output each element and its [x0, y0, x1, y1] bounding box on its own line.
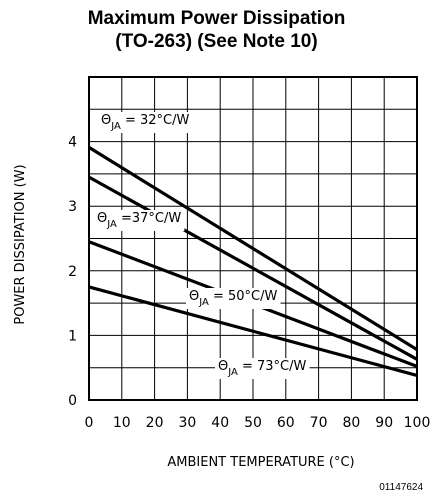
series-label-background — [186, 288, 281, 309]
series-label-symbol: Θ — [189, 289, 199, 304]
series-line — [88, 175, 418, 361]
series-label-symbol: Θ — [218, 359, 228, 374]
series-lines — [88, 146, 418, 377]
chart-title-line1: Maximum Power Dissipation — [87, 8, 346, 29]
y-tick-label: 3 — [68, 199, 77, 215]
chart-title-line2: (TO-263) (See Note 10) — [115, 31, 318, 52]
x-tick-label: 0 — [85, 415, 94, 431]
series-label-subscript: JA — [106, 219, 117, 230]
x-tick-label: 40 — [211, 415, 229, 431]
y-tick-label: 1 — [68, 328, 77, 344]
series-label-background — [215, 358, 310, 379]
x-tick-label: 50 — [244, 415, 262, 431]
series-label-subscript: JA — [110, 121, 121, 132]
series-line — [88, 146, 418, 351]
series-label-subscript: JA — [198, 297, 209, 308]
series-label-background — [98, 112, 193, 133]
series-label: ΘJA =37°C/W — [94, 210, 185, 231]
x-tick-label: 70 — [310, 415, 328, 431]
series-label-text: ΘJA = 50°C/W — [189, 289, 278, 308]
x-tick-label: 20 — [146, 415, 164, 431]
series-label-text: ΘJA = 32°C/W — [101, 113, 190, 132]
y-tick-label: 0 — [68, 393, 77, 409]
x-tick-label: 10 — [113, 415, 131, 431]
series-label-value: = 32°C/W — [121, 113, 190, 128]
figure-code: 01147624 — [379, 482, 423, 493]
series-label-value: = 50°C/W — [209, 289, 278, 304]
y-tick-label: 4 — [68, 135, 77, 151]
series-label-value: =37°C/W — [117, 211, 182, 226]
series-label-background — [94, 210, 185, 231]
series-label-subscript: JA — [227, 367, 238, 378]
x-tick-label: 30 — [178, 415, 196, 431]
series-label: ΘJA = 73°C/W — [215, 358, 310, 379]
series-label: ΘJA = 32°C/W — [98, 112, 193, 133]
y-tick-label: 2 — [68, 264, 77, 280]
series-label-text: ΘJA = 73°C/W — [218, 359, 307, 378]
x-tick-label: 90 — [375, 415, 393, 431]
x-tick-label: 60 — [277, 415, 295, 431]
plot-frame — [88, 76, 418, 401]
x-tick-label: 100 — [404, 415, 431, 431]
x-tick-label: 80 — [342, 415, 360, 431]
series-label: ΘJA = 50°C/W — [186, 288, 281, 309]
series-label-symbol: Θ — [101, 113, 111, 128]
series-label-symbol: Θ — [97, 211, 107, 226]
series-label-value: = 73°C/W — [238, 359, 307, 374]
tick-labels: 0 10 20 30 40 50 60 70 80 90 100 0 1 2 3 4 — [68, 135, 430, 431]
series-label-text: ΘJA =37°C/W — [97, 211, 181, 230]
x-axis-label: AMBIENT TEMPERATURE (°C) — [167, 455, 354, 470]
y-axis-label: POWER DISSIPATION (W) — [13, 164, 28, 324]
series-line — [88, 285, 418, 377]
